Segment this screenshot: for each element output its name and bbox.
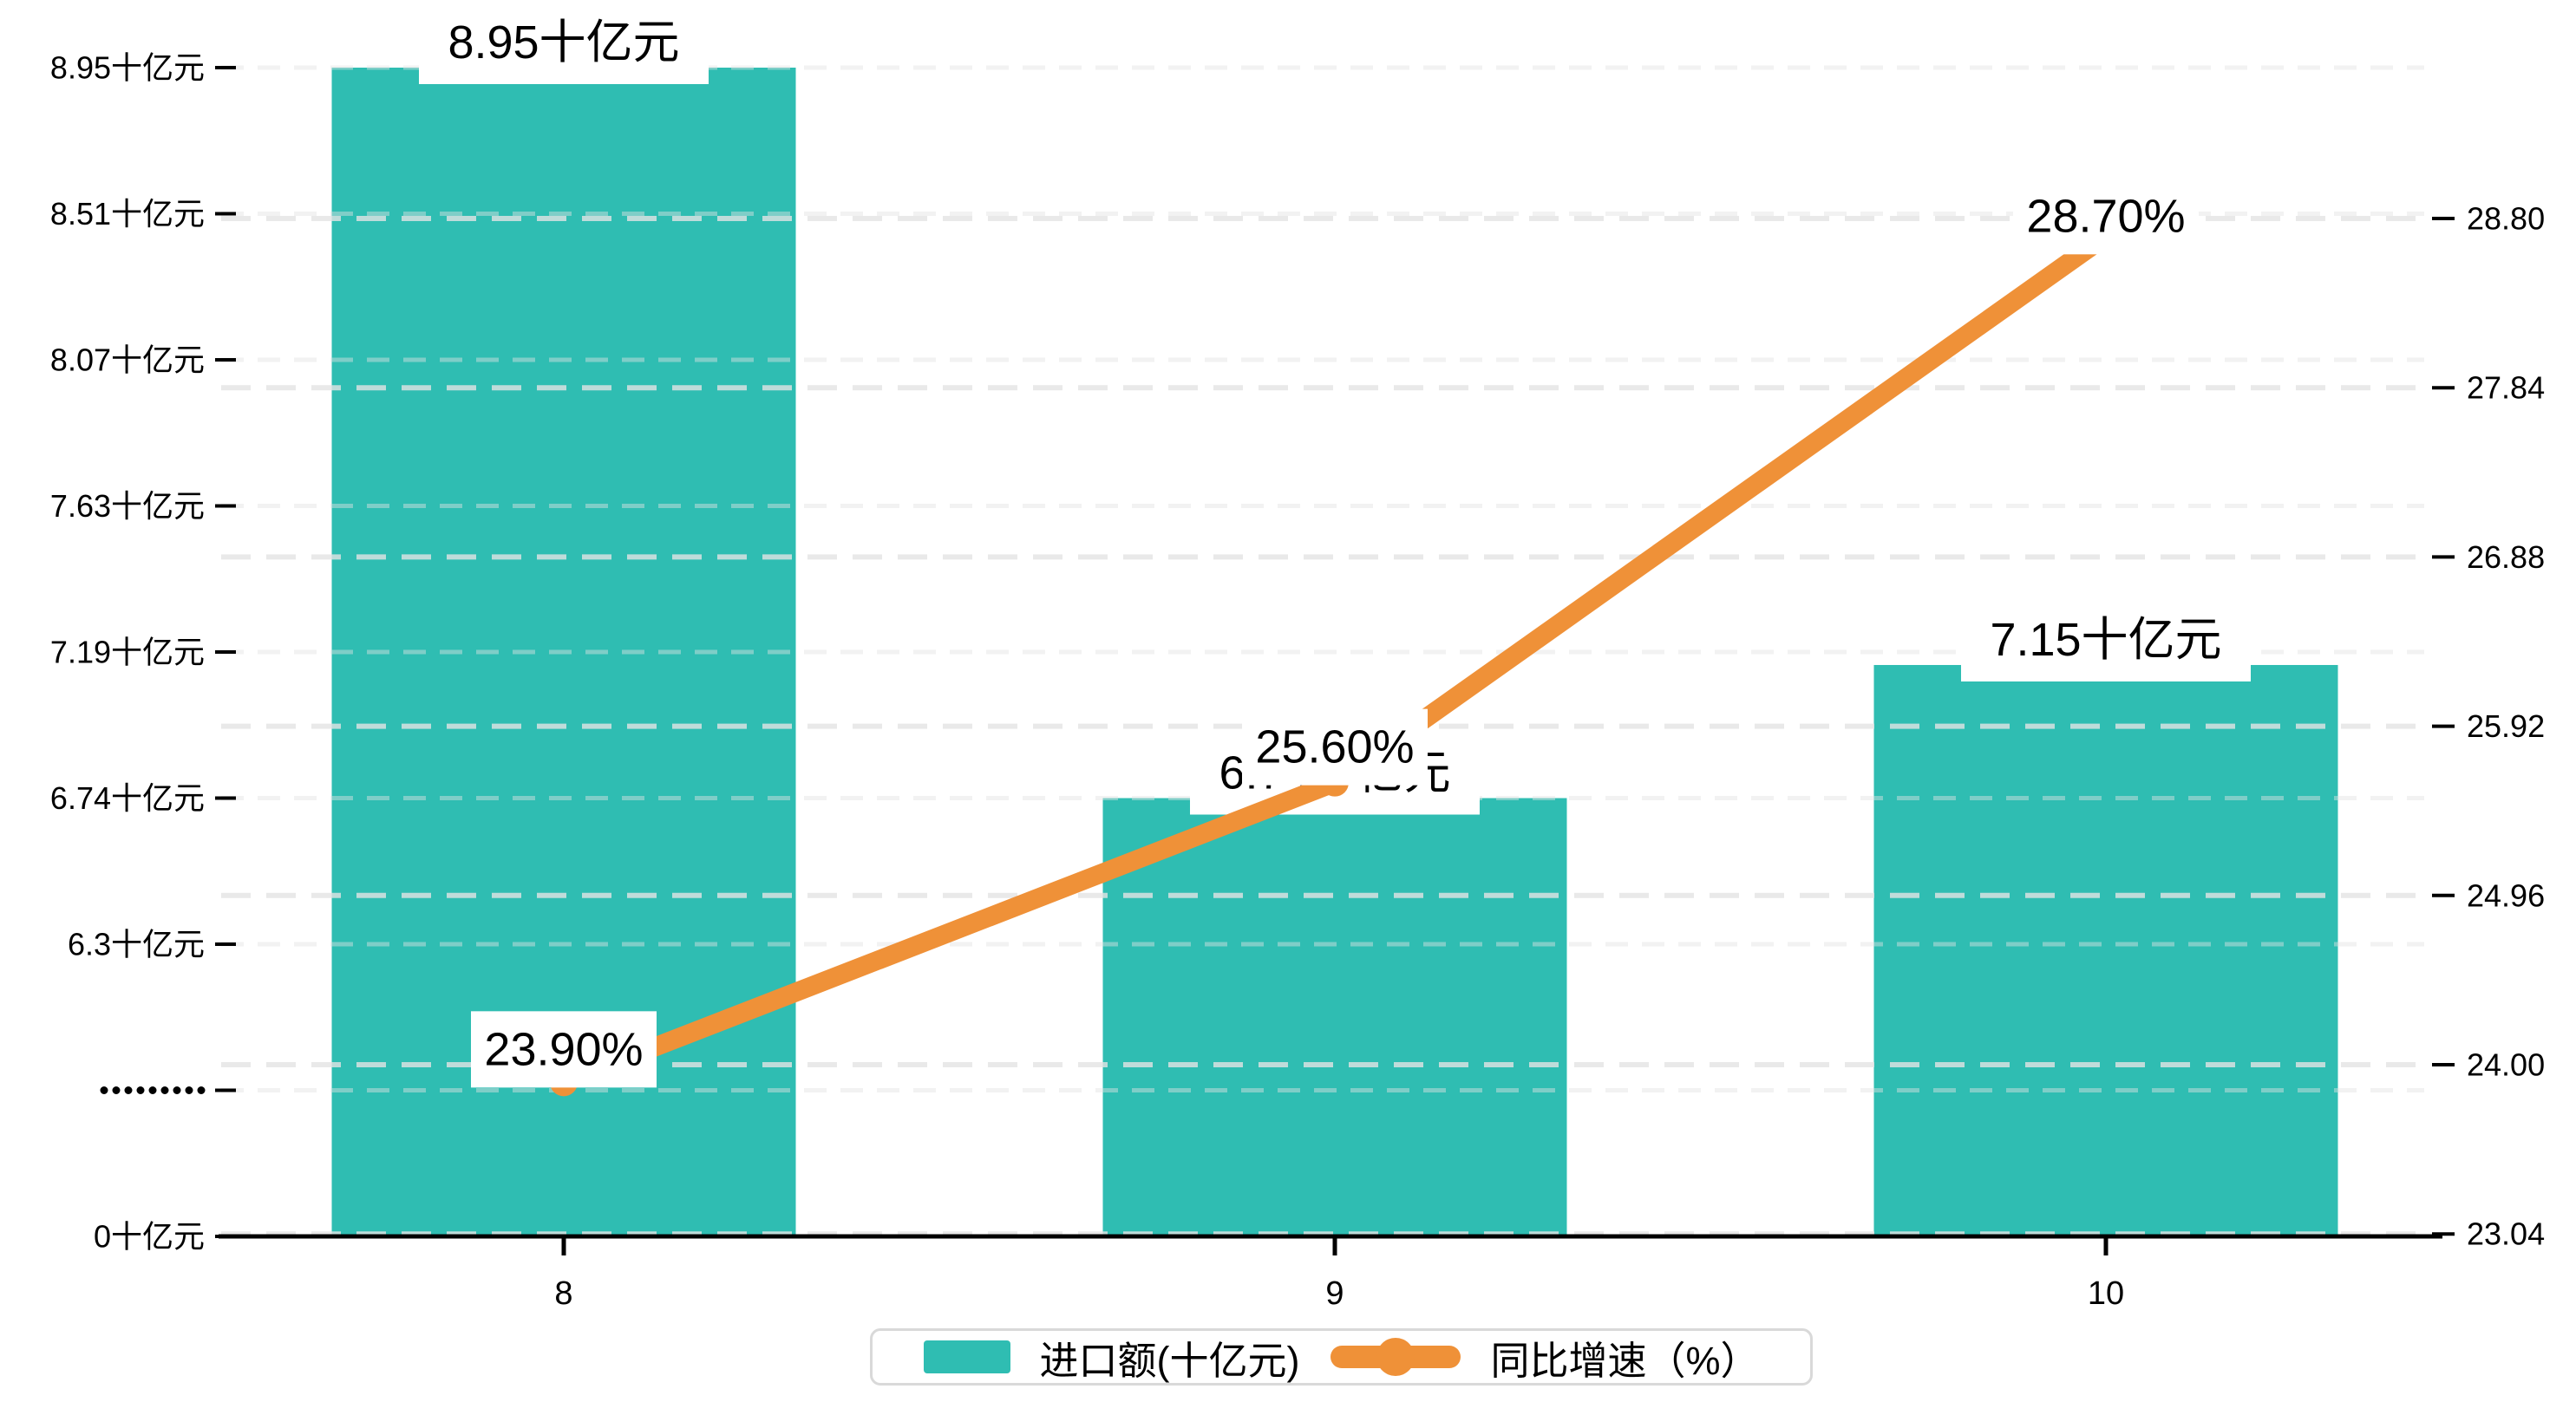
bar-month-9[interactable]	[1102, 798, 1567, 1237]
line-label-box	[1242, 708, 1428, 786]
line-label-box	[471, 1011, 657, 1088]
legend-item-imports[interactable]: 进口额(十亿元)	[923, 1329, 1300, 1386]
line-value-label: 25.60%	[1255, 721, 1414, 773]
axis-break-dots	[124, 1086, 133, 1094]
left-tick-label: 7.19十亿元	[50, 635, 205, 670]
bar-label-box	[1961, 597, 2251, 681]
axis-break-dots	[112, 1086, 121, 1094]
left-tick-label: 6.74十亿元	[50, 780, 205, 816]
legend-item-label: 进口额(十亿元)	[1039, 1338, 1300, 1383]
legend-item-growth[interactable]: 同比增速（%）	[1330, 1329, 1760, 1386]
axis-break-dots	[173, 1086, 181, 1094]
line-label-box	[2013, 178, 2199, 255]
bar-value-label: 8.95十亿元	[448, 16, 679, 68]
line-dot-marker-icon	[1330, 1338, 1461, 1376]
left-tick-label: 0十亿元	[94, 1219, 205, 1255]
right-tick-label: 24.00	[2467, 1047, 2545, 1083]
right-tick-label: 28.80	[2467, 201, 2545, 237]
x-tick-label-9: 9	[1325, 1275, 1344, 1312]
right-tick-label: 24.96	[2467, 877, 2545, 913]
axis-break-dots	[197, 1086, 206, 1094]
right-tick-label: 27.84	[2467, 370, 2545, 406]
bar-swatch-icon	[923, 1340, 1010, 1373]
line-value-label: 28.70%	[2026, 190, 2185, 242]
bar-month-10[interactable]	[1873, 664, 2338, 1236]
axis-break-dots	[148, 1086, 157, 1094]
bar-label-box	[419, 1, 709, 84]
right-tick-label: 26.88	[2467, 539, 2545, 575]
right-tick-label: 23.04	[2467, 1216, 2545, 1252]
legend-item-label: 同比增速（%）	[1490, 1338, 1760, 1383]
axis-break-dots	[100, 1086, 108, 1094]
legend: 进口额(十亿元) 同比增速（%）	[870, 1328, 1813, 1386]
line-value-label: 23.90%	[484, 1023, 643, 1075]
right-tick-label: 25.92	[2467, 708, 2545, 744]
axis-break-dots	[185, 1086, 193, 1094]
axis-break-dots	[160, 1086, 169, 1094]
left-tick-label: 8.95十亿元	[50, 50, 205, 86]
bar-value-label: 7.15十亿元	[1990, 614, 2221, 666]
left-tick-label: 7.63十亿元	[50, 488, 205, 524]
left-tick-label: 6.3十亿元	[68, 927, 205, 962]
left-tick-label: 8.07十亿元	[50, 342, 205, 378]
x-tick-label-10: 10	[2088, 1275, 2124, 1312]
left-tick-label: 8.51十亿元	[50, 196, 205, 231]
axis-break-dots	[136, 1086, 145, 1094]
x-tick-label-8: 8	[554, 1275, 572, 1312]
